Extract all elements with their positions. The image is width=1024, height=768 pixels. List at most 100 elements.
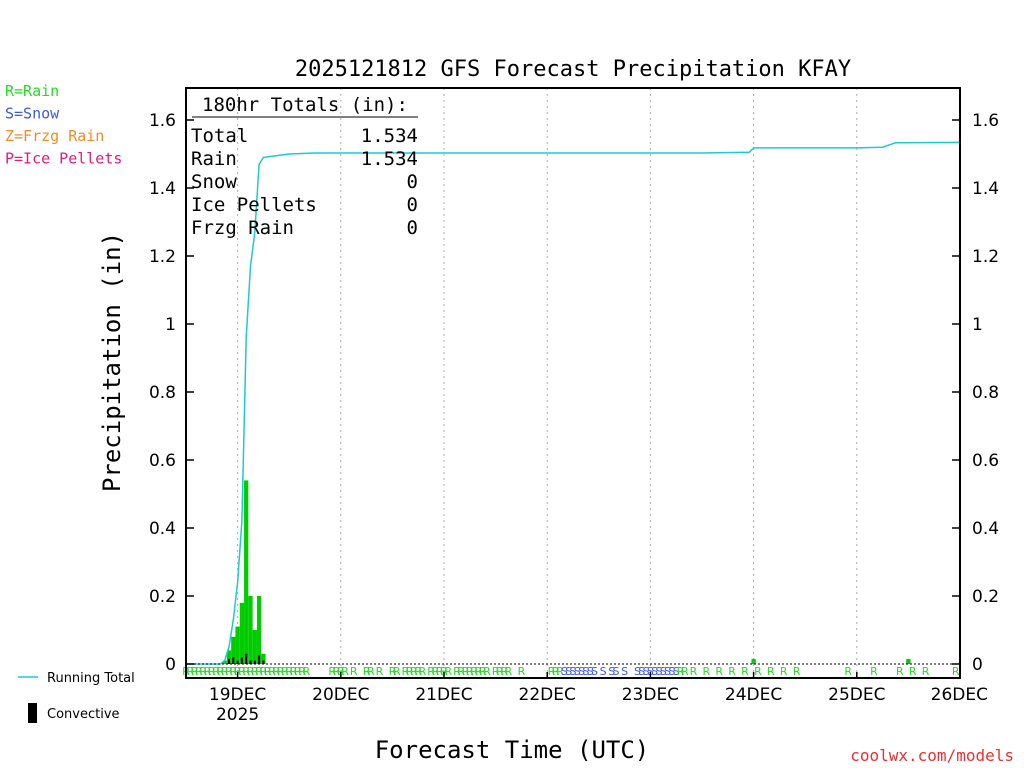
ptype-code: R: [251, 665, 259, 678]
ptype-code: R: [702, 665, 710, 678]
x-tick-label: 21DEC: [415, 685, 472, 705]
y-tick-label-right: 0.6: [972, 451, 999, 471]
y-tick-label-left: 0.4: [149, 519, 176, 539]
ptype-code: S: [587, 665, 594, 678]
ptype-code: R: [393, 665, 401, 678]
ptype-code: R: [401, 665, 409, 678]
ptype-code: R: [754, 665, 762, 678]
ptype-code: R: [272, 665, 280, 678]
y-axis-ticks: 0 00.2 0.20.4 0.40.6 0.60.8 0.81 11.2 1.21.4 1.4…: [149, 111, 999, 675]
ptype-code: R: [741, 665, 749, 678]
convective-bar: [245, 653, 248, 664]
y-tick-label-right: 0.2: [972, 587, 999, 607]
totals-row-value: 1.534: [361, 148, 418, 170]
totals-row-label: Ice Pellets: [191, 194, 317, 216]
ptype-code: R: [255, 665, 263, 678]
ptype-code: S: [600, 665, 607, 678]
ptype-code: R: [466, 665, 474, 678]
credit-text: coolwx.com/models: [850, 746, 1014, 765]
ptype-code: R: [453, 665, 461, 678]
ptype-code: R: [298, 665, 306, 678]
ptype-code: R: [341, 665, 349, 678]
ptype-code: R: [492, 665, 500, 678]
ptype-code: R: [303, 665, 311, 678]
ptype-code: S: [673, 665, 680, 678]
ptype-code: R: [186, 665, 194, 678]
y-tick-label-left: 1.2: [149, 247, 176, 267]
ptype-code: R: [457, 665, 465, 678]
ptype-code: R: [225, 665, 233, 678]
ptype-code: R: [952, 665, 960, 678]
totals-row-label: Frzg Rain: [191, 217, 294, 239]
x-tick-label: 23DEC: [622, 685, 679, 705]
ptype-code: S: [613, 665, 620, 678]
ptype-code: S: [570, 665, 577, 678]
ptype-code: R: [440, 665, 448, 678]
ptype-code: R: [294, 665, 302, 678]
ptype-code: S: [651, 665, 658, 678]
ptype-code: R: [229, 665, 237, 678]
ptype-code: R: [419, 665, 427, 678]
ptype-legend-item: Z=Frzg Rain: [5, 127, 104, 145]
ptype-code: R: [715, 665, 723, 678]
ptype-code: R: [518, 665, 526, 678]
x-tick-label: 22DEC: [519, 685, 576, 705]
convective-bar: [232, 657, 235, 664]
ptype-code: R: [681, 665, 689, 678]
ptype-code: R: [896, 665, 904, 678]
ptype-code: R: [432, 665, 440, 678]
ptype-code: S: [561, 665, 568, 678]
convective-legend-swatch: [28, 703, 37, 723]
ptype-code: R: [191, 665, 199, 678]
totals-row-label: Total: [191, 125, 248, 147]
y-tick-label-left: 0.2: [149, 587, 176, 607]
ptype-code: R: [844, 665, 852, 678]
ptype-code: S: [664, 665, 671, 678]
ptype-code: R: [505, 665, 513, 678]
precip-bar: [239, 602, 245, 664]
convective-bar: [228, 658, 230, 664]
ptype-code: R: [475, 665, 483, 678]
ptype-legend-item: P=Ice Pellets: [5, 150, 122, 168]
ptype-code: R: [780, 665, 788, 678]
convective-bar: [262, 660, 265, 664]
ptype-code: R: [479, 665, 487, 678]
chart-title: 2025121812 GFS Forecast Precipitation KF…: [295, 57, 851, 82]
totals-header: 180hr Totals (in):: [202, 94, 408, 116]
totals-row-value: 0: [407, 171, 418, 193]
ptype-code: R: [199, 665, 207, 678]
x-tick-label: 26DEC: [931, 685, 988, 705]
ptype-code: S: [634, 665, 641, 678]
precip-bar: [226, 650, 232, 664]
y-tick-label-right: 1.6: [972, 111, 999, 131]
ptype-code: R: [337, 665, 345, 678]
ptype-code: R: [234, 665, 242, 678]
ptype-code: R: [264, 665, 272, 678]
convective-bar: [253, 660, 256, 664]
precip-bar: [222, 660, 227, 664]
x-tick-label: 24DEC: [725, 685, 782, 705]
convective-bar: [249, 660, 252, 664]
ptype-code: R: [677, 665, 685, 678]
ptype-code: R: [427, 665, 435, 678]
ptype-code: R: [260, 665, 268, 678]
ptype-code: S: [608, 665, 615, 678]
ptype-legend-item: S=Snow: [5, 105, 60, 123]
convective-bar: [240, 657, 243, 664]
x-axis-label: Forecast Time (UTC): [375, 736, 650, 764]
ptype-code: S: [565, 665, 572, 678]
ptype-code: R: [285, 665, 293, 678]
ptype-code: R: [217, 665, 225, 678]
ptype-code: R: [414, 665, 422, 678]
running-total-line: [186, 141, 961, 665]
x-tick-sublabel: 2025: [216, 705, 259, 725]
y-axis-label: Precipitation (in): [98, 232, 126, 492]
ptype-code: R: [221, 665, 229, 678]
ptype-code: R: [728, 665, 736, 678]
y-tick-label-right: 0.4: [972, 519, 999, 539]
precip-bar: [235, 626, 240, 664]
y-tick-label-left: 0.6: [149, 451, 176, 471]
